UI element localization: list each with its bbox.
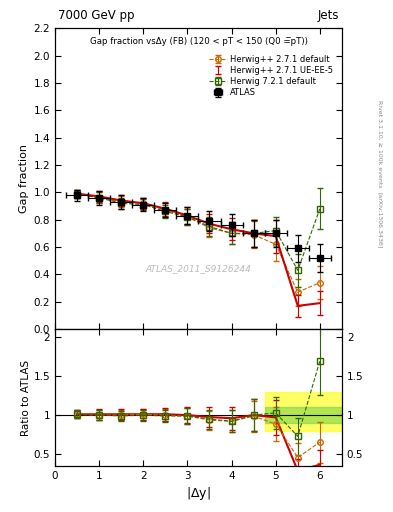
X-axis label: |$\Delta$y|: |$\Delta$y| [186,485,211,502]
Y-axis label: Ratio to ATLAS: Ratio to ATLAS [21,359,31,436]
Text: [arXiv:1306.3436]: [arXiv:1306.3436] [377,192,382,248]
Text: Gap fraction vsΔy (FB) (120 < pT < 150 (Q0 =̅pT̅)): Gap fraction vsΔy (FB) (120 < pT < 150 (… [90,37,307,46]
Text: 7000 GeV pp: 7000 GeV pp [58,9,134,22]
Text: Rivet 3.1.10, ≥ 100k events: Rivet 3.1.10, ≥ 100k events [377,99,382,187]
Y-axis label: Gap fraction: Gap fraction [19,144,29,213]
Text: ATLAS_2011_S9126244: ATLAS_2011_S9126244 [145,264,252,273]
Legend: Herwig++ 2.7.1 default, Herwig++ 2.7.1 UE-EE-5, Herwig 7.2.1 default, ATLAS: Herwig++ 2.7.1 default, Herwig++ 2.7.1 U… [207,53,335,99]
Text: Jets: Jets [318,9,339,22]
